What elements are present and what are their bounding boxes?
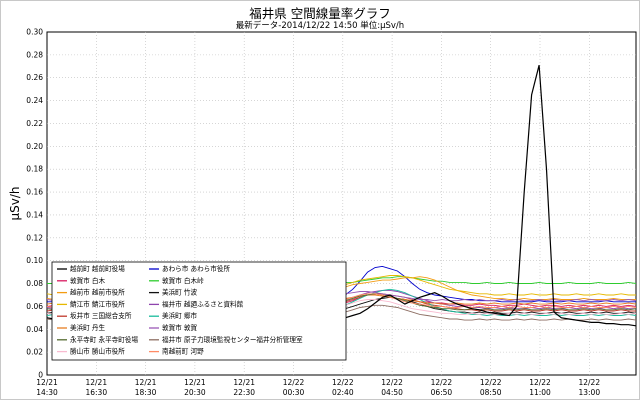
legend-label: 越前市 越前市役所 <box>70 288 125 297</box>
x-tick-date: 12/21 <box>36 378 58 387</box>
legend-box <box>51 261 347 361</box>
legend-label: 美浜町 竹波 <box>162 288 197 297</box>
x-tick-date: 12/22 <box>283 378 305 387</box>
legend-label: 美浜町 郷市 <box>162 311 197 320</box>
x-tick-date: 12/22 <box>431 378 453 387</box>
x-tick-time: 06:50 <box>431 388 453 397</box>
y-tick-label: 0.06 <box>26 302 43 311</box>
legend-label: 越前町 越前町役場 <box>70 264 125 273</box>
y-tick-label: 0.20 <box>26 142 43 151</box>
y-tick-label: 0.30 <box>26 28 43 37</box>
x-tick-time: 08:50 <box>480 388 502 397</box>
x-tick-date: 12/21 <box>85 378 107 387</box>
y-tick-label: 0.16 <box>26 188 43 197</box>
y-tick-label: 0.10 <box>26 256 43 265</box>
x-tick-time: 18:30 <box>135 388 157 397</box>
x-tick-time: 22:30 <box>233 388 255 397</box>
y-tick-label: 0.14 <box>26 210 43 219</box>
y-tick-label: 0.22 <box>26 119 43 128</box>
y-tick-label: 0.18 <box>26 165 43 174</box>
legend-label: 福井市 越廼ふるさと資料館 <box>162 299 244 308</box>
legend-label: 美浜町 丹生 <box>70 323 105 332</box>
x-tick-time: 14:30 <box>36 388 58 397</box>
y-tick-label: 0.26 <box>26 73 43 82</box>
chart-subtitle: 最新データ-2014/12/22 14:50 単位:μSv/h <box>235 21 405 31</box>
x-tick-time: 04:50 <box>381 388 403 397</box>
y-tick-label: 0.28 <box>26 50 43 59</box>
legend-label: 敦賀市 白木峠 <box>162 276 204 285</box>
legend-label: 永平寺町 永平寺町役場 <box>70 335 138 344</box>
legend-label: 敦賀市 敦賀 <box>162 323 197 332</box>
x-tick-time: 11:00 <box>529 388 551 397</box>
x-tick-date: 12/22 <box>578 378 600 387</box>
x-tick-time: 00:30 <box>283 388 305 397</box>
y-tick-label: 0.04 <box>26 325 43 334</box>
legend-label: 坂井市 三国総合支所 <box>70 311 132 320</box>
x-tick-date: 12/21 <box>184 378 206 387</box>
legend-label: 鯖江市 鯖江市役所 <box>70 299 125 308</box>
x-tick-date: 12/22 <box>381 378 403 387</box>
y-tick-label: 0 <box>38 371 43 380</box>
legend-label: 南越前町 河野 <box>162 347 204 356</box>
x-tick-time: 02:40 <box>332 388 354 397</box>
y-tick-label: 0.08 <box>26 279 43 288</box>
legend-label: 福井市 原子力環境監視センター福井分析管理室 <box>162 335 303 344</box>
y-tick-label: 0.12 <box>26 233 43 242</box>
y-tick-label: 0.24 <box>26 96 43 105</box>
legend-label: 敦賀市 白木 <box>70 276 105 285</box>
y-tick-label: 0.02 <box>26 348 43 357</box>
x-tick-date: 12/22 <box>529 378 551 387</box>
x-tick-time: 20:30 <box>184 388 206 397</box>
x-tick-time: 16:30 <box>85 388 107 397</box>
y-axis-label: μSv/h <box>8 186 22 220</box>
legend-label: 勝山市 勝山市役所 <box>70 347 125 356</box>
x-tick-date: 12/21 <box>233 378 255 387</box>
x-tick-date: 12/21 <box>135 378 157 387</box>
chart-title: 福井県 空間線量率グラフ <box>249 6 391 21</box>
x-tick-date: 12/22 <box>480 378 502 387</box>
legend-label: あわら市 あわら市役所 <box>162 264 230 273</box>
x-tick-date: 12/22 <box>332 378 354 387</box>
x-tick-time: 13:00 <box>578 388 600 397</box>
